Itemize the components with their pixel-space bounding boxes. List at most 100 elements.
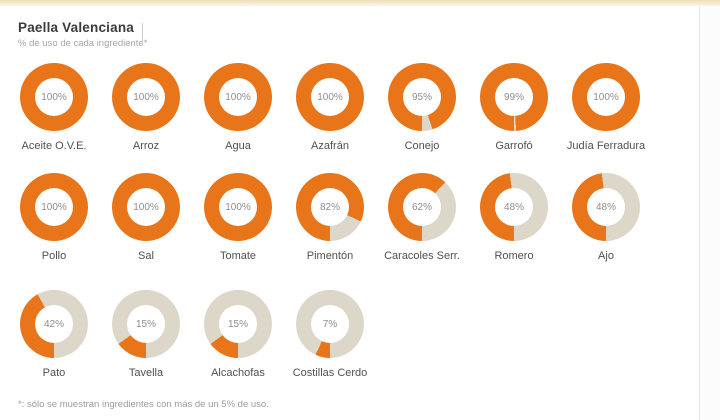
donut-hole: 100% <box>219 188 257 226</box>
donut-ring: 15% <box>204 290 272 358</box>
donut-cell-caracoles-serr: 62% Caracoles Serr. <box>376 173 468 263</box>
donut-percent-label: 100% <box>41 201 67 213</box>
header-divider <box>142 23 143 45</box>
donut-ring: 82% <box>296 173 364 241</box>
donut-hole: 82% <box>311 188 349 226</box>
donut-hole: 100% <box>311 78 349 116</box>
donut-percent-label: 100% <box>41 91 67 103</box>
ingredient-label: Pato <box>42 367 66 379</box>
top-accent-bar <box>0 0 720 6</box>
donut-hole: 15% <box>127 305 165 343</box>
donut-cell-arroz: 100% Arroz <box>100 63 192 153</box>
chart-card: Paella Valenciana % de uso de cada ingre… <box>0 6 700 420</box>
ingredient-label: Alcachofas <box>211 367 265 379</box>
donut-ring: 62% <box>388 173 456 241</box>
donut-hole: 100% <box>35 78 73 116</box>
donut-hole: 99% <box>495 78 533 116</box>
donut-hole: 100% <box>127 188 165 226</box>
donut-row: 42% Pato 15% Tavella 15% Alcachofas 7% Costilla… <box>0 290 699 380</box>
donut-hole: 95% <box>403 78 441 116</box>
donut-cell-aceite-o-v-e: 100% Aceite O.V.E. <box>8 63 100 153</box>
donut-ring: 48% <box>480 173 548 241</box>
ingredient-label: Agua <box>225 140 251 152</box>
ingredient-label: Ajo <box>598 250 614 262</box>
donut-percent-label: 100% <box>593 91 619 103</box>
donut-percent-label: 100% <box>225 91 251 103</box>
donut-percent-label: 100% <box>317 91 343 103</box>
donut-percent-label: 100% <box>225 201 251 213</box>
ingredient-label: Sal <box>138 250 154 262</box>
donut-percent-label: 100% <box>133 91 159 103</box>
donut-cell-alcachofas: 15% Alcachofas <box>192 290 284 380</box>
donut-row: 100% Aceite O.V.E. 100% Arroz 100% Agua 100% Az… <box>0 63 699 153</box>
donut-percent-label: 99% <box>503 91 524 103</box>
ingredient-label: Tomate <box>219 250 257 262</box>
donut-ring: 100% <box>112 173 180 241</box>
donut-percent-label: 82% <box>319 201 340 213</box>
ingredient-label: Aceite O.V.E. <box>21 140 87 152</box>
donut-ring: 100% <box>572 63 640 131</box>
donut-row: 100% Pollo 100% Sal 100% Tomate 82% Pimentón 62%… <box>0 173 699 263</box>
donut-percent-label: 15% <box>135 318 156 330</box>
ingredient-label: Azafrán <box>311 140 349 152</box>
donut-hole: 100% <box>219 78 257 116</box>
ingredient-label: Judía Ferradura <box>566 140 646 152</box>
donut-cell-agua: 100% Agua <box>192 63 284 153</box>
donut-cell-costillas-cerdo: 7% Costillas Cerdo <box>284 290 376 380</box>
donut-cell-pato: 42% Pato <box>8 290 100 380</box>
donut-cell-sal: 100% Sal <box>100 173 192 263</box>
donut-ring: 15% <box>112 290 180 358</box>
donut-ring: 100% <box>204 173 272 241</box>
donut-percent-label: 62% <box>411 201 432 213</box>
donut-percent-label: 15% <box>227 318 248 330</box>
ingredient-label: Pollo <box>41 250 67 262</box>
donut-ring: 100% <box>20 63 88 131</box>
page-subtitle: % de uso de cada ingrediente* <box>18 38 148 49</box>
donut-hole: 48% <box>587 188 625 226</box>
donut-ring: 7% <box>296 290 364 358</box>
donut-cell-judia-ferradura: 100% Judía Ferradura <box>560 63 652 153</box>
donut-hole: 7% <box>311 305 349 343</box>
donut-percent-label: 42% <box>43 318 64 330</box>
donut-cell-romero: 48% Romero <box>468 173 560 263</box>
donut-grid: 100% Aceite O.V.E. 100% Arroz 100% Agua 100% Az… <box>0 63 699 380</box>
donut-ring: 100% <box>296 63 364 131</box>
ingredient-label: Costillas Cerdo <box>292 367 368 379</box>
footnote: *: sólo se muestran ingredientes con más… <box>18 399 269 410</box>
donut-percent-label: 48% <box>595 201 616 213</box>
donut-hole: 100% <box>35 188 73 226</box>
donut-ring: 48% <box>572 173 640 241</box>
donut-ring: 95% <box>388 63 456 131</box>
ingredient-label: Romero <box>494 250 534 262</box>
donut-hole: 15% <box>219 305 257 343</box>
donut-ring: 100% <box>20 173 88 241</box>
donut-ring: 100% <box>112 63 180 131</box>
chart-header: Paella Valenciana % de uso de cada ingre… <box>18 19 699 50</box>
donut-ring: 100% <box>204 63 272 131</box>
donut-hole: 48% <box>495 188 533 226</box>
donut-percent-label: 95% <box>411 91 432 103</box>
ingredient-label: Tavella <box>128 367 164 379</box>
donut-percent-label: 7% <box>322 318 338 330</box>
ingredient-label: Arroz <box>132 140 160 152</box>
donut-hole: 42% <box>35 305 73 343</box>
donut-cell-pimenton: 82% Pimentón <box>284 173 376 263</box>
donut-cell-ajo: 48% Ajo <box>560 173 652 263</box>
donut-ring: 42% <box>20 290 88 358</box>
donut-hole: 100% <box>587 78 625 116</box>
donut-percent-label: 100% <box>133 201 159 213</box>
ingredient-label: Conejo <box>404 140 440 152</box>
ingredient-label: Caracoles Serr. <box>384 250 460 262</box>
ingredient-label: Garrofó <box>495 140 533 152</box>
donut-cell-tavella: 15% Tavella <box>100 290 192 380</box>
donut-cell-conejo: 95% Conejo <box>376 63 468 153</box>
donut-cell-azafran: 100% Azafrán <box>284 63 376 153</box>
donut-ring: 99% <box>480 63 548 131</box>
donut-percent-label: 48% <box>503 201 524 213</box>
donut-hole: 62% <box>403 188 441 226</box>
donut-cell-tomate: 100% Tomate <box>192 173 284 263</box>
donut-cell-pollo: 100% Pollo <box>8 173 100 263</box>
page-title: Paella Valenciana <box>18 20 134 35</box>
ingredient-label: Pimentón <box>306 250 354 262</box>
donut-cell-garrofo: 99% Garrofó <box>468 63 560 153</box>
